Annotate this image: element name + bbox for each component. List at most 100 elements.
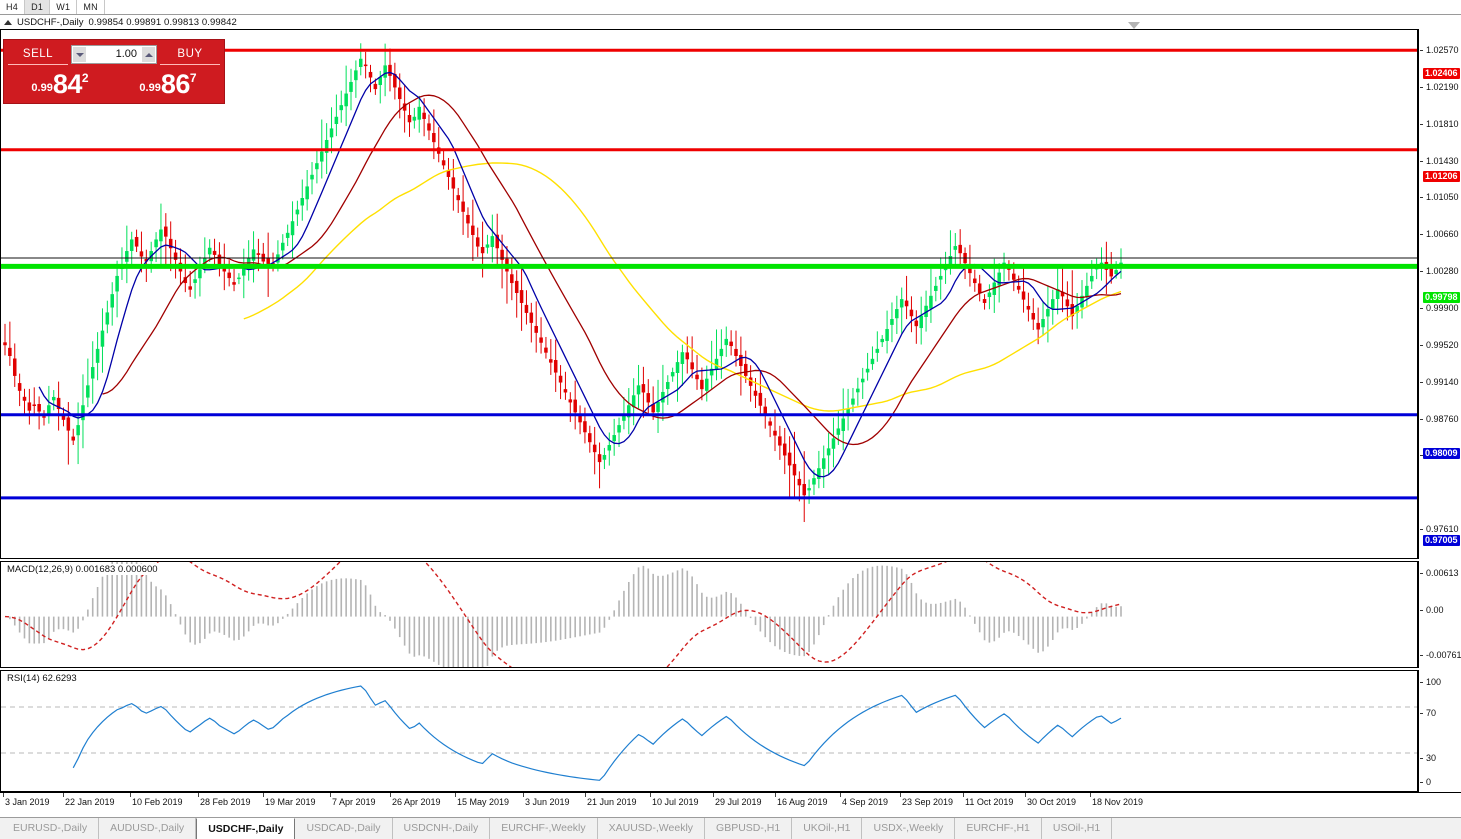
scale-tick-label: 100 xyxy=(1426,677,1442,687)
date-axis-tick xyxy=(198,793,199,797)
scale-tick-label: 1.02190 xyxy=(1426,82,1459,92)
volume-decrement-button[interactable] xyxy=(72,46,87,63)
price-chart-panel[interactable] xyxy=(0,29,1418,559)
chart-tab-usdx-weekly[interactable]: USDX-,Weekly xyxy=(862,818,956,839)
scale-tick-label: 1.01430 xyxy=(1426,156,1459,166)
date-axis[interactable]: 3 Jan 2019 22 Jan 2019 10 Feb 2019 28 Feb 2… xyxy=(0,792,1461,817)
scale-tick-label: -0.007612 xyxy=(1426,650,1461,660)
date-axis-label: 15 May 2019 xyxy=(457,797,510,807)
date-axis-label: 10 Feb 2019 xyxy=(132,797,183,807)
volume-increment-button[interactable] xyxy=(141,46,156,63)
rsi-scale-axis[interactable]: 100 70 30 0 xyxy=(1418,670,1461,792)
macd-scale-axis[interactable]: 0.00613 0.00 -0.007612 xyxy=(1418,561,1461,668)
scale-tick: 0.99900 xyxy=(1419,303,1461,314)
collapse-triangle-icon[interactable] xyxy=(4,19,12,25)
volume-input[interactable]: 1.00 xyxy=(87,46,141,63)
price-level-badge[interactable]: 0.98009 xyxy=(1419,448,1461,459)
price-scale-axis[interactable]: 1.02570 1.02190 1.01810 1.01430 1.01050 1.006… xyxy=(1418,29,1461,645)
scale-tick: 1.01050 xyxy=(1419,192,1461,203)
buy-price-big: 86 xyxy=(160,69,191,99)
macd-histogram-series xyxy=(9,562,1122,667)
price-level-badge-label: 1.02406 xyxy=(1423,68,1460,79)
sell-price-button[interactable]: 0.99 84 2 xyxy=(8,66,112,99)
scale-tick-label: 1.00660 xyxy=(1426,229,1459,239)
chart-tab-usdcad-daily[interactable]: USDCAD-,Daily xyxy=(295,818,393,839)
scale-tick-label: 0.99140 xyxy=(1426,377,1459,387)
date-axis-label: 10 Jul 2019 xyxy=(652,797,699,807)
chevron-up-icon xyxy=(144,52,153,57)
chart-scroll-hint-icon[interactable] xyxy=(1128,22,1140,29)
date-axis-label: 23 Sep 2019 xyxy=(902,797,954,807)
one-click-trading-panel[interactable]: SELL 1.00 BUY 0.99 84 2 0.99 86 7 xyxy=(3,39,225,104)
chart-tab-ukoil-h1[interactable]: UKOil-,H1 xyxy=(792,818,863,839)
date-axis-label: 26 Apr 2019 xyxy=(392,797,441,807)
date-axis-tick xyxy=(263,793,264,797)
symbol-name-label: USDCHF-,Daily xyxy=(17,16,84,28)
macd-plot-svg xyxy=(4,562,1122,667)
scale-tick-label: 1.02570 xyxy=(1426,45,1459,55)
chart-tab-usdcnh-daily[interactable]: USDCNH-,Daily xyxy=(392,818,491,839)
scale-tick: 30 xyxy=(1419,753,1461,764)
scale-tick-label: 0.98760 xyxy=(1426,414,1459,424)
sell-button-label[interactable]: SELL xyxy=(8,45,68,65)
date-axis-tick xyxy=(963,793,964,797)
candlestick-series xyxy=(3,43,1123,523)
chart-tab-xauusd-weekly[interactable]: XAUUSD-,Weekly xyxy=(597,818,706,839)
macd-indicator-panel[interactable]: MACD(12,26,9) 0.001683 0.000600 xyxy=(0,561,1418,668)
chart-tab-usdchf-daily[interactable]: USDCHF-,Daily xyxy=(196,818,296,839)
buy-price-prefix: 0.99 xyxy=(139,82,161,94)
scale-tick-label: 0.99900 xyxy=(1426,303,1459,313)
chevron-down-icon xyxy=(75,52,84,57)
moving-average-slow-line xyxy=(243,162,1122,412)
trade-panel-price-row: 0.99 84 2 0.99 86 7 xyxy=(4,66,224,103)
chart-tab-audusd-daily[interactable]: AUDUSD-,Daily xyxy=(99,818,197,839)
date-axis-tick xyxy=(1025,793,1026,797)
rsi-label: RSI(14) 62.6293 xyxy=(5,673,79,684)
chart-tab-eurchf-h1[interactable]: EURCHF-,H1 xyxy=(955,818,1042,839)
date-axis-label: 29 Jul 2019 xyxy=(715,797,762,807)
date-axis-label: 28 Feb 2019 xyxy=(200,797,251,807)
chart-tab-gbpusd-h1[interactable]: GBPUSD-,H1 xyxy=(705,818,793,839)
chart-tab-usoil-h1[interactable]: USOil-,H1 xyxy=(1041,818,1113,839)
timeframe-button-w1[interactable]: W1 xyxy=(50,0,78,14)
rsi-indicator-panel[interactable]: RSI(14) 62.6293 xyxy=(0,670,1418,792)
scale-tick-label: 1.01810 xyxy=(1426,119,1459,129)
buy-price-button[interactable]: 0.99 86 7 xyxy=(116,66,220,99)
date-axis-label: 30 Oct 2019 xyxy=(1027,797,1077,807)
price-level-badge[interactable]: 0.97005 xyxy=(1419,535,1461,546)
chart-tab-eurchf-weekly[interactable]: EURCHF-,Weekly xyxy=(490,818,598,839)
price-level-badge-label: 0.99798 xyxy=(1423,292,1460,303)
rsi-line xyxy=(72,685,1122,781)
date-axis-tick xyxy=(1090,793,1091,797)
timeframe-button-mn[interactable]: MN xyxy=(77,0,105,14)
date-axis-tick xyxy=(775,793,776,797)
buy-button-label[interactable]: BUY xyxy=(160,45,220,65)
scale-tick: 0.98760 xyxy=(1419,414,1461,425)
scale-tick-label: 0.00613 xyxy=(1426,568,1459,578)
scale-tick: 0.97610 xyxy=(1419,524,1461,535)
timeframe-button-h4[interactable]: H4 xyxy=(0,0,26,14)
volume-stepper[interactable]: 1.00 xyxy=(71,45,157,64)
price-level-badge[interactable]: 0.99798 xyxy=(1419,292,1461,303)
macd-signal-line xyxy=(4,562,1122,667)
chart-tab-eurusd-daily[interactable]: EURUSD-,Daily xyxy=(2,818,100,839)
scale-tick: 70 xyxy=(1419,708,1461,719)
timeframe-button-d1[interactable]: D1 xyxy=(25,0,51,14)
scale-tick: 100 xyxy=(1419,677,1461,688)
date-axis-label: 11 Oct 2019 xyxy=(965,797,1014,807)
chart-tab-strip[interactable]: EURUSD-,Daily AUDUSD-,Daily USDCHF-,Daily U… xyxy=(0,817,1461,839)
horizontal-level-lines[interactable] xyxy=(1,48,1417,500)
symbol-header: USDCHF-,Daily 0.99854 0.99891 0.99813 0.… xyxy=(0,15,1461,29)
price-level-badge[interactable]: 1.02406 xyxy=(1419,68,1461,79)
scale-tick: 1.01430 xyxy=(1419,156,1461,167)
scale-tick: 1.01810 xyxy=(1419,119,1461,130)
price-level-badge[interactable]: 1.01206 xyxy=(1419,171,1461,182)
scale-tick-label: 0.97610 xyxy=(1426,524,1459,534)
scale-tick: 1.02570 xyxy=(1419,45,1461,56)
date-axis-tick xyxy=(63,793,64,797)
scale-tick: 1.02190 xyxy=(1419,82,1461,93)
date-axis-label: 21 Jun 2019 xyxy=(587,797,637,807)
scale-tick-label: 0.00 xyxy=(1426,605,1444,615)
scale-tick: -0.007612 xyxy=(1419,650,1461,661)
